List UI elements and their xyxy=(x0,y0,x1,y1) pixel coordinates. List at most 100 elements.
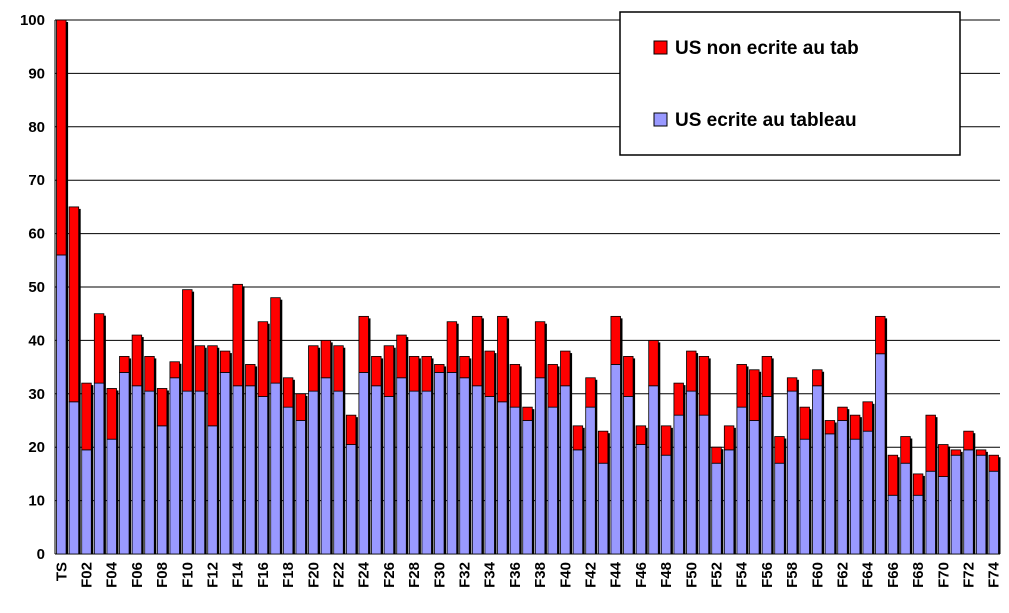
bar-segment xyxy=(459,356,470,379)
x-tick-label: F20 xyxy=(305,562,322,588)
bar-shadow xyxy=(960,451,963,554)
bar-segment xyxy=(522,420,533,555)
bar-shadow xyxy=(607,433,610,554)
bar-shadow xyxy=(746,366,749,554)
bar-segment xyxy=(131,334,143,387)
bar-segment xyxy=(371,356,382,387)
bar-segment xyxy=(887,494,899,555)
bar-segment xyxy=(509,364,521,408)
bar-shadow xyxy=(481,318,484,554)
bar-segment xyxy=(396,334,407,379)
x-tick-label: F56 xyxy=(759,562,776,588)
bar-segment xyxy=(245,364,256,387)
bar-shadow xyxy=(544,323,547,554)
bar-shadow xyxy=(280,299,283,554)
bar-shadow xyxy=(267,323,270,554)
x-tick-label: F68 xyxy=(910,562,927,588)
bar-segment xyxy=(257,396,269,555)
bar-segment xyxy=(862,401,873,432)
bar-segment xyxy=(522,406,533,421)
x-tick-label: F28 xyxy=(406,562,423,588)
x-tick-label: F58 xyxy=(784,562,801,588)
x-tick-label: F08 xyxy=(154,562,171,588)
bar-segment xyxy=(68,206,80,403)
bar-segment xyxy=(320,377,332,555)
bar-segment xyxy=(736,364,747,408)
bar-shadow xyxy=(129,358,132,554)
bar-segment xyxy=(119,356,130,373)
bar-segment xyxy=(938,476,949,555)
bar-segment xyxy=(245,385,256,555)
legend-label: US non ecrite au tab xyxy=(675,38,859,59)
x-tick-label: F36 xyxy=(507,562,524,588)
x-tick-label: F24 xyxy=(356,561,373,588)
bar-shadow xyxy=(759,371,762,554)
bar-segment xyxy=(308,345,319,392)
bar-shadow xyxy=(570,353,573,554)
bar-segment xyxy=(799,438,810,555)
x-tick-label: F34 xyxy=(482,561,499,588)
bar-segment xyxy=(434,372,445,555)
bar-segment xyxy=(660,454,672,555)
bar-segment xyxy=(875,315,886,355)
bar-segment xyxy=(824,420,836,435)
bar-segment xyxy=(648,339,659,387)
bar-shadow xyxy=(519,366,522,554)
bar-segment xyxy=(786,377,798,392)
x-tick-label: TS xyxy=(53,562,70,581)
bar-shadow xyxy=(507,318,510,554)
bar-segment xyxy=(484,396,495,555)
legend-swatch xyxy=(653,40,668,55)
bar-segment xyxy=(219,350,231,373)
x-tick-label: F44 xyxy=(608,561,625,588)
bar-shadow xyxy=(355,417,358,554)
bar-segment xyxy=(446,321,458,373)
bar-segment xyxy=(358,372,369,555)
y-tick-label: 100 xyxy=(20,12,45,29)
bar-segment xyxy=(207,345,218,427)
bar-segment xyxy=(270,297,281,384)
x-tick-label: F32 xyxy=(457,562,474,588)
bar-segment xyxy=(131,385,143,555)
bar-segment xyxy=(396,377,407,555)
bar-shadow xyxy=(658,342,661,554)
bar-shadow xyxy=(859,417,862,554)
x-tick-label: F52 xyxy=(709,562,726,588)
bar-segment xyxy=(597,462,609,555)
bar-segment xyxy=(635,444,647,555)
bar-shadow xyxy=(784,438,787,554)
bar-segment xyxy=(585,377,596,408)
bar-shadow xyxy=(922,475,925,554)
bar-segment xyxy=(975,454,987,555)
bar-segment xyxy=(194,390,206,555)
legend-label: US ecrite au tableau xyxy=(675,110,857,131)
bar-segment xyxy=(786,390,798,555)
bar-segment xyxy=(106,438,117,555)
bar-shadow xyxy=(292,379,295,554)
x-tick-label: F70 xyxy=(935,562,952,588)
bar-shadow xyxy=(532,409,535,554)
bar-segment xyxy=(169,377,180,555)
bar-shadow xyxy=(242,286,245,554)
x-tick-label: F26 xyxy=(381,562,398,588)
bar-segment xyxy=(68,401,80,555)
bar-shadow xyxy=(381,358,384,554)
x-tick-label: F04 xyxy=(104,561,121,588)
bar-segment xyxy=(812,369,823,387)
bar-segment xyxy=(345,444,357,555)
bar-segment xyxy=(963,430,974,451)
bar-shadow xyxy=(393,347,396,554)
bar-segment xyxy=(799,406,810,440)
bar-segment xyxy=(988,454,999,472)
bar-segment xyxy=(509,406,521,555)
y-tick-label: 30 xyxy=(28,386,45,403)
bar-segment xyxy=(673,382,684,416)
bar-segment xyxy=(749,420,760,555)
y-tick-label: 60 xyxy=(28,226,45,243)
bar-segment xyxy=(421,356,432,392)
bar-shadow xyxy=(973,433,976,554)
bar-segment xyxy=(106,388,117,440)
x-tick-label: F50 xyxy=(683,562,700,588)
bar-shadow xyxy=(368,318,371,554)
